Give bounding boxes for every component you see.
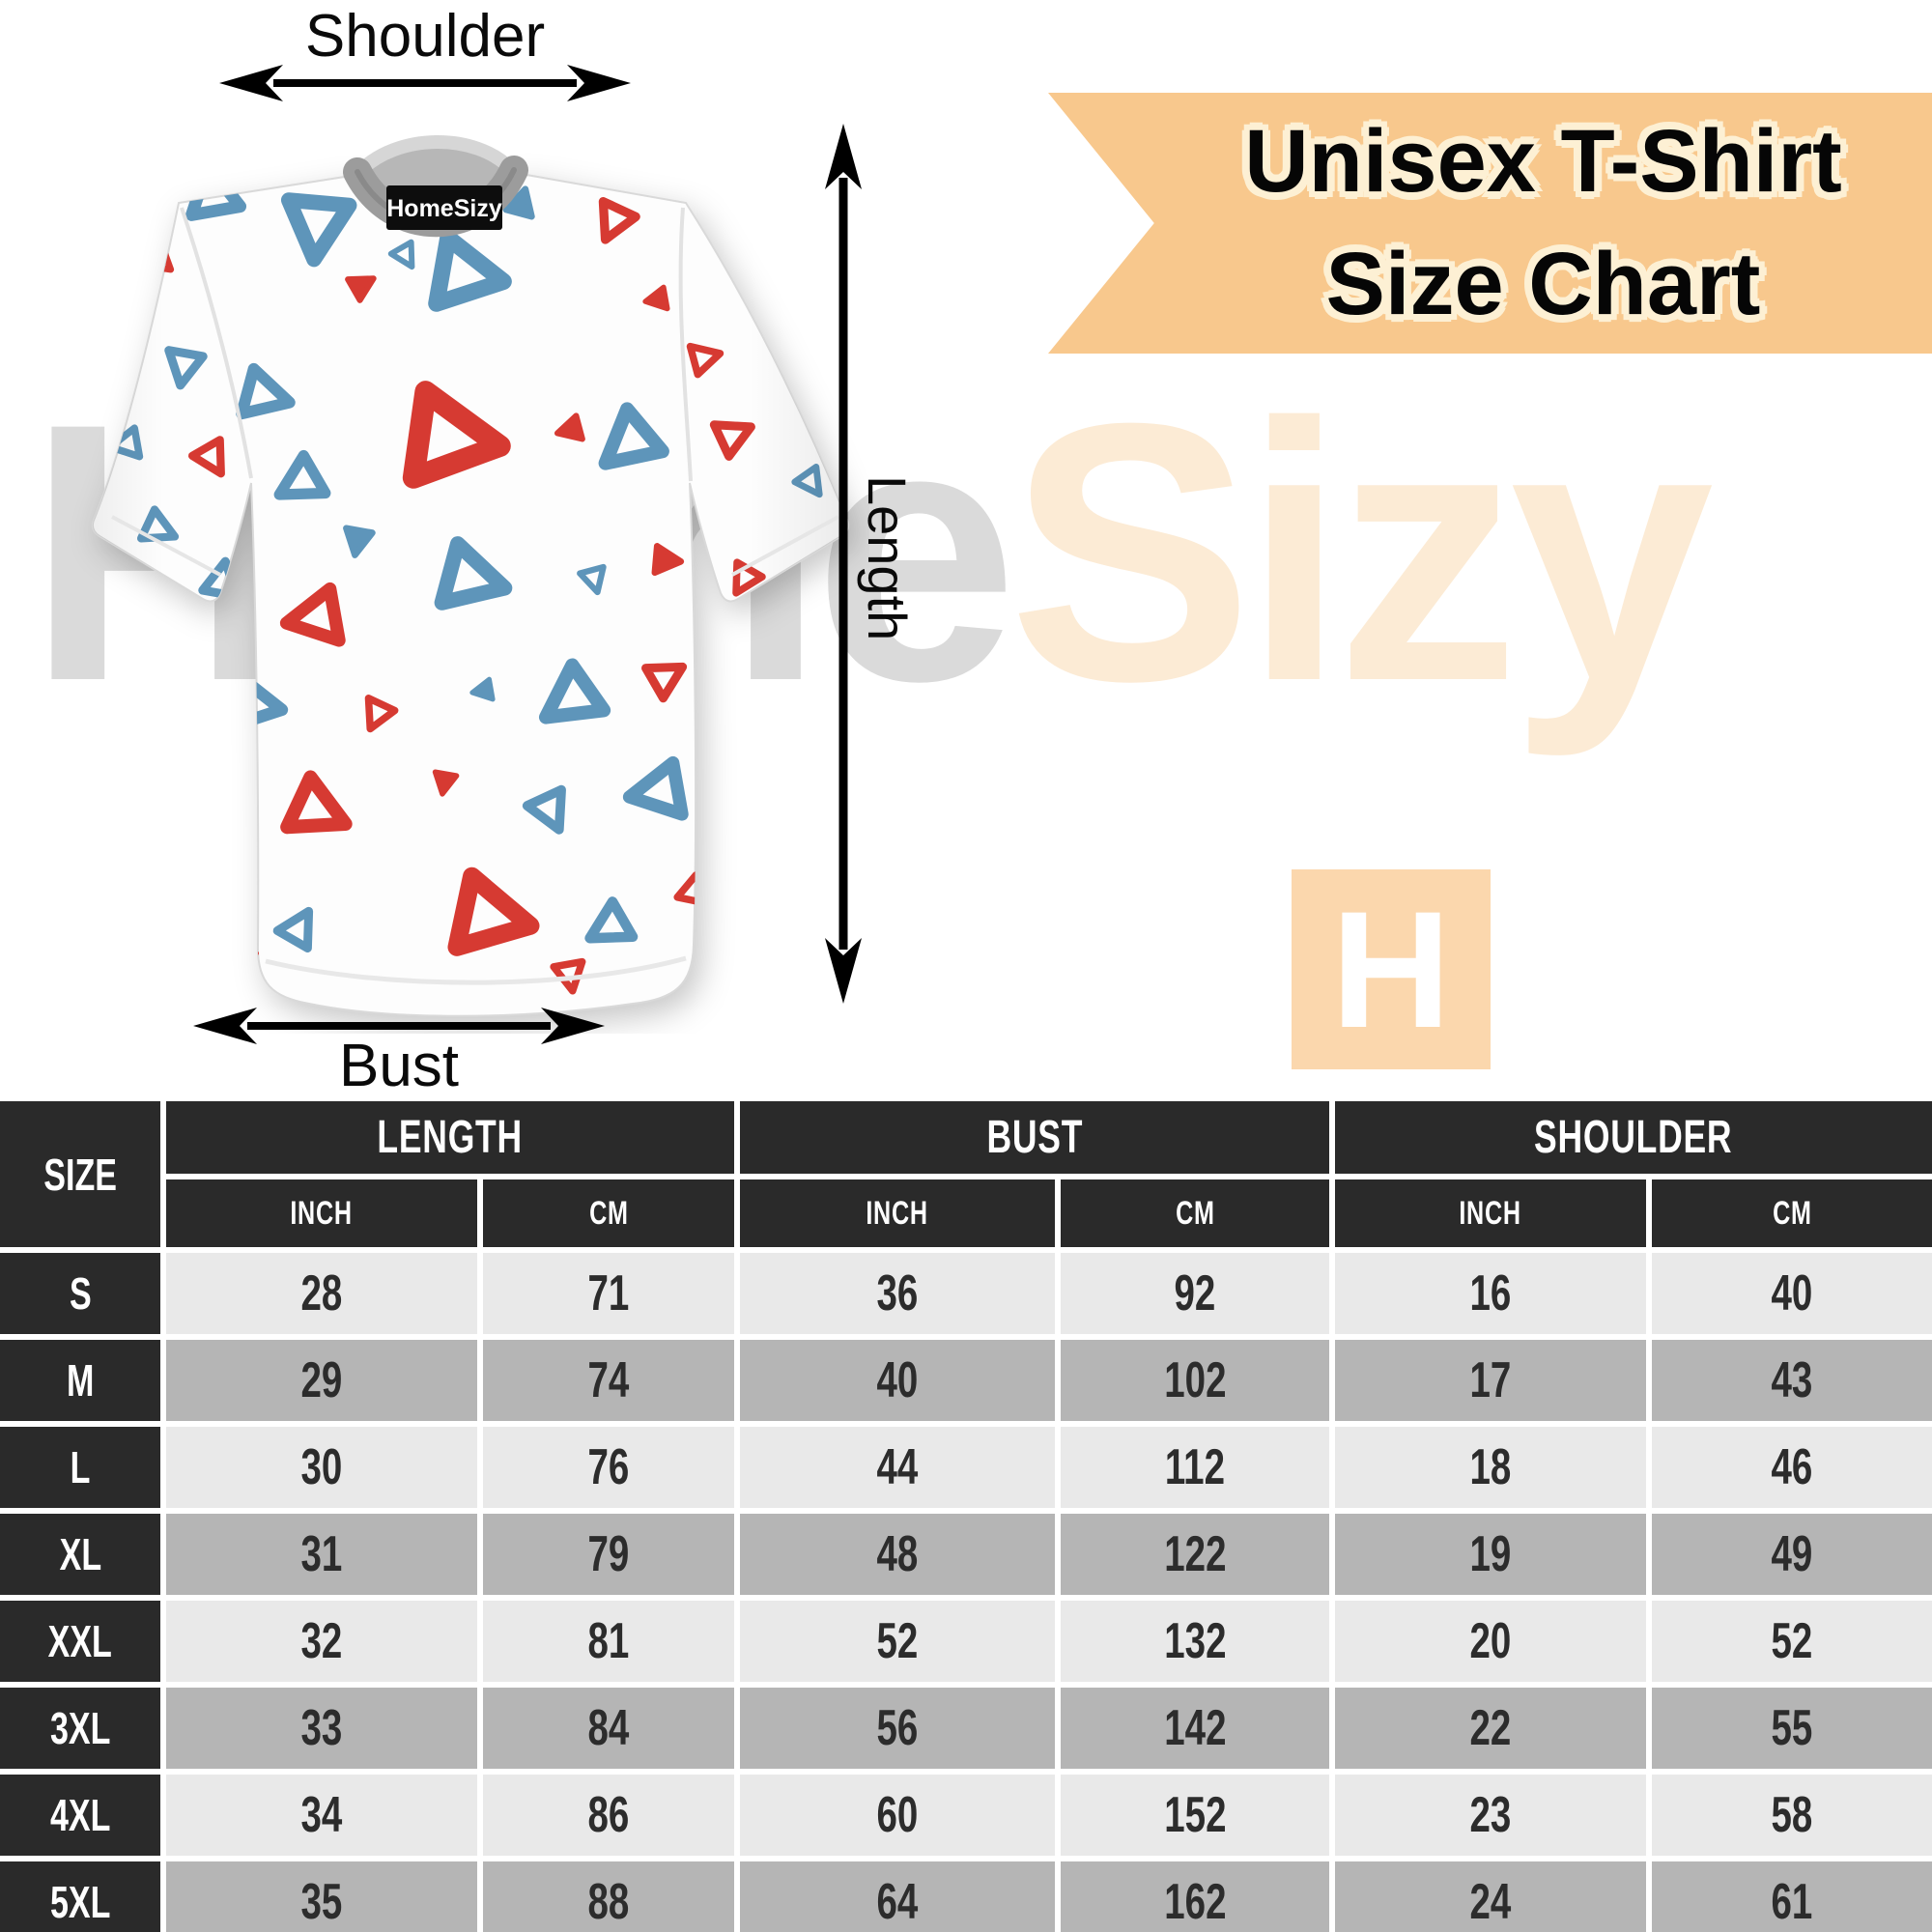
size-label-3xl: 3XL bbox=[0, 1688, 160, 1769]
table-cell: 102 bbox=[1061, 1340, 1329, 1421]
table-cell: 56 bbox=[740, 1688, 1055, 1769]
bust-cm-header: CM bbox=[1061, 1179, 1329, 1247]
table-cell: 84 bbox=[483, 1688, 734, 1769]
table-cell: 44 bbox=[740, 1427, 1055, 1508]
table-cell: 23 bbox=[1335, 1775, 1646, 1856]
bust-inch-header: INCH bbox=[740, 1179, 1055, 1247]
shoulder-cm-header: CM bbox=[1652, 1179, 1932, 1247]
table-cell: 86 bbox=[483, 1775, 734, 1856]
shoulder-arrow bbox=[219, 65, 631, 101]
table-cell: 60 bbox=[740, 1775, 1055, 1856]
table-cell: 18 bbox=[1335, 1427, 1646, 1508]
table-cell: 28 bbox=[166, 1253, 477, 1334]
size-label-m: M bbox=[0, 1340, 160, 1421]
table-cell: 142 bbox=[1061, 1688, 1329, 1769]
banner-title-line1: Unisex T-Shirt bbox=[1244, 112, 1842, 212]
table-cell: 46 bbox=[1652, 1427, 1932, 1508]
tshirt-image: HomeSizy bbox=[91, 135, 850, 1017]
table-cell: 16 bbox=[1335, 1253, 1646, 1334]
tshirt-collar: HomeSizy bbox=[343, 135, 528, 238]
table-cell: 52 bbox=[1652, 1601, 1932, 1682]
table-cell: 162 bbox=[1061, 1861, 1329, 1932]
collar-tag bbox=[386, 185, 502, 230]
table-cell: 71 bbox=[483, 1253, 734, 1334]
table-cell: 43 bbox=[1652, 1340, 1932, 1421]
table-cell: 88 bbox=[483, 1861, 734, 1932]
table-cell: 32 bbox=[166, 1601, 477, 1682]
table-cell: 79 bbox=[483, 1514, 734, 1595]
table-cell: 33 bbox=[166, 1688, 477, 1769]
table-cell: 31 bbox=[166, 1514, 477, 1595]
size-label-xl: XL bbox=[0, 1514, 160, 1595]
size-label-5xl: 5XL bbox=[0, 1861, 160, 1932]
table-cell: 61 bbox=[1652, 1861, 1932, 1932]
table-cell: 35 bbox=[166, 1861, 477, 1932]
size-label-4xl: 4XL bbox=[0, 1775, 160, 1856]
table-cell: 49 bbox=[1652, 1514, 1932, 1595]
table-cell: 30 bbox=[166, 1427, 477, 1508]
table-cell: 112 bbox=[1061, 1427, 1329, 1508]
table-cell: 92 bbox=[1061, 1253, 1329, 1334]
table-cell: 20 bbox=[1335, 1601, 1646, 1682]
table-cell: 55 bbox=[1652, 1688, 1932, 1769]
table-cell: 40 bbox=[1652, 1253, 1932, 1334]
collar-tag-label: HomeSizy bbox=[386, 195, 502, 222]
watermark-sizy: Sizy bbox=[1008, 347, 1714, 757]
size-label-xxl: XXL bbox=[0, 1601, 160, 1682]
size-column-header: SIZE bbox=[0, 1101, 160, 1247]
homesizy-h-logo: H bbox=[1292, 869, 1491, 1069]
bust-arrow bbox=[193, 1008, 605, 1044]
table-cell: 76 bbox=[483, 1427, 734, 1508]
togepi-pattern bbox=[92, 172, 849, 1016]
table-cell: 58 bbox=[1652, 1775, 1932, 1856]
size-label-l: L bbox=[0, 1427, 160, 1508]
table-cell: 24 bbox=[1335, 1861, 1646, 1932]
shoulder-inch-header: INCH bbox=[1335, 1179, 1646, 1247]
table-cell: 64 bbox=[740, 1861, 1055, 1932]
table-cell: 132 bbox=[1061, 1601, 1329, 1682]
table-cell: 17 bbox=[1335, 1340, 1646, 1421]
length-cm-header: CM bbox=[483, 1179, 734, 1247]
length-group-header: LENGTH bbox=[166, 1101, 734, 1174]
table-cell: 34 bbox=[166, 1775, 477, 1856]
table-cell: 36 bbox=[740, 1253, 1055, 1334]
h-logo-letter: H bbox=[1330, 876, 1452, 1063]
table-cell: 152 bbox=[1061, 1775, 1329, 1856]
table-cell: 74 bbox=[483, 1340, 734, 1421]
bust-label: Bust bbox=[338, 1033, 460, 1099]
table-cell: 122 bbox=[1061, 1514, 1329, 1595]
table-cell: 22 bbox=[1335, 1688, 1646, 1769]
size-label-s: S bbox=[0, 1253, 160, 1334]
table-cell: 29 bbox=[166, 1340, 477, 1421]
tshirt-seams bbox=[111, 207, 839, 985]
length-label: Length bbox=[857, 475, 918, 641]
table-cell: 52 bbox=[740, 1601, 1055, 1682]
title-banner: Unisex T-Shirt Size Chart bbox=[1048, 93, 1932, 354]
length-arrow bbox=[825, 124, 862, 1004]
table-cell: 48 bbox=[740, 1514, 1055, 1595]
table-cell: 19 bbox=[1335, 1514, 1646, 1595]
shoulder-label: Shoulder bbox=[304, 3, 546, 70]
table-cell: 81 bbox=[483, 1601, 734, 1682]
table-cell: 40 bbox=[740, 1340, 1055, 1421]
length-inch-header: INCH bbox=[166, 1179, 477, 1247]
banner-title-line2: Size Chart bbox=[1325, 235, 1761, 333]
size-chart-table: SIZE LENGTH BUST SHOULDER INCH CM INCH C… bbox=[0, 1101, 1932, 1932]
shoulder-group-header: SHOULDER bbox=[1335, 1101, 1932, 1174]
bust-group-header: BUST bbox=[740, 1101, 1329, 1174]
